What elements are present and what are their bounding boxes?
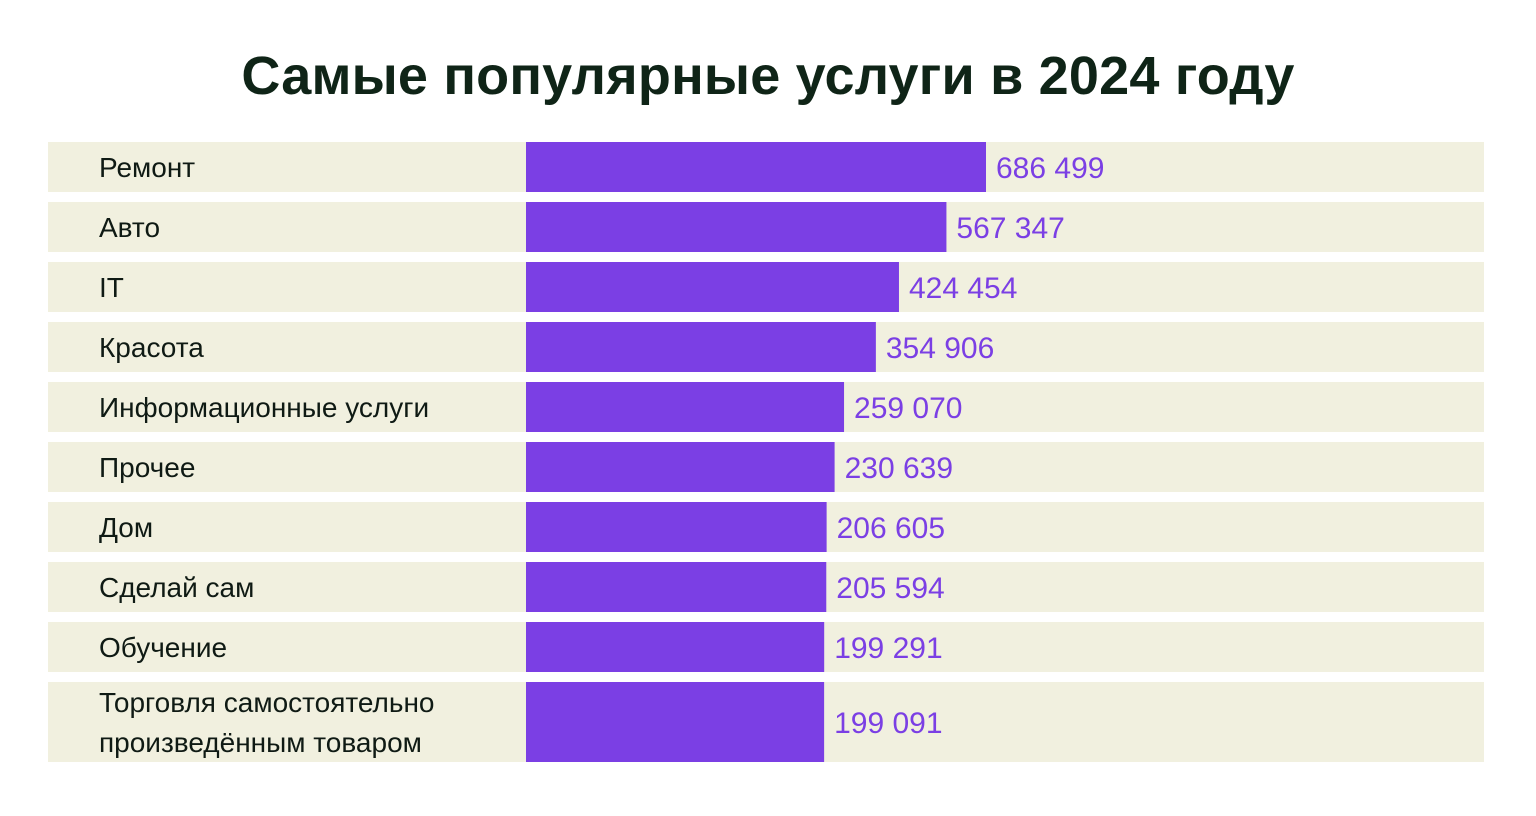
chart-row: Дом 206 605 — [48, 502, 1484, 552]
category-label: Сделай сам — [99, 572, 254, 603]
chart-row: Информационные услуги 259 070 — [48, 382, 1484, 432]
category-label: Обучение — [99, 632, 227, 663]
bar — [526, 502, 827, 552]
category-label: Прочее — [99, 452, 195, 483]
bar — [526, 142, 986, 192]
chart-row: Сделай сам 205 594 — [48, 562, 1484, 612]
value-label: 424 454 — [909, 272, 1017, 305]
value-label: 206 605 — [837, 512, 945, 545]
value-label: 686 499 — [996, 152, 1104, 185]
value-label: 354 906 — [886, 332, 994, 365]
chart-row: Авто 567 347 — [48, 202, 1484, 252]
value-label: 205 594 — [836, 572, 944, 605]
category-label: Дом — [99, 512, 153, 543]
category-label: Авто — [99, 212, 160, 243]
category-label: IT — [99, 272, 124, 303]
chart-row: IT 424 454 — [48, 262, 1484, 312]
bar — [526, 322, 876, 372]
category-label: произведённым товаром — [99, 727, 422, 758]
bar — [526, 262, 899, 312]
bar — [526, 202, 947, 252]
category-label: Торговля самостоятельно — [99, 687, 435, 718]
bar — [526, 622, 825, 672]
bar — [526, 382, 845, 432]
category-label: Информационные услуги — [99, 392, 429, 423]
bar — [526, 562, 827, 612]
chart-row: Ремонт 686 499 — [48, 142, 1484, 192]
chart-row: Торговля самостоятельно произведённым тов… — [48, 682, 1484, 762]
value-label: 199 091 — [834, 707, 942, 740]
value-label: 567 347 — [956, 212, 1064, 245]
chart-title: Самые популярные услуги в 2024 году — [241, 46, 1295, 106]
bar — [526, 442, 835, 492]
value-label: 259 070 — [854, 392, 962, 425]
chart-row: Прочее 230 639 — [48, 442, 1484, 492]
chart-rows: Ремонт 686 499 Авто 567 347 IT 424 454 Красота… — [48, 142, 1484, 762]
chart-row: Обучение 199 291 — [48, 622, 1484, 672]
chart-row: Красота 354 906 — [48, 322, 1484, 372]
value-label: 230 639 — [845, 452, 953, 485]
category-label: Красота — [99, 332, 204, 363]
bar — [526, 682, 825, 762]
category-label: Ремонт — [99, 152, 195, 183]
value-label: 199 291 — [834, 632, 942, 665]
